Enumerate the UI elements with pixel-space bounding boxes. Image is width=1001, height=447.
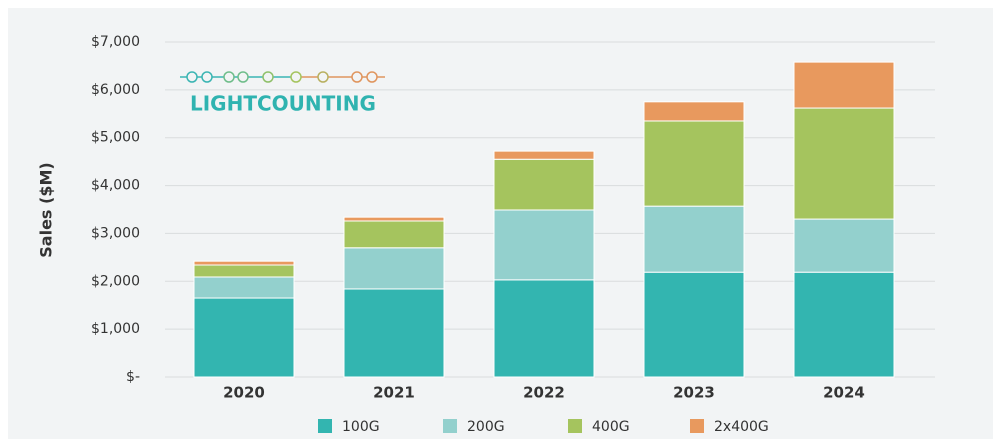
- bar-segment: [493, 209, 595, 281]
- legend-label: 100G: [342, 419, 380, 435]
- legend-swatch: [690, 419, 704, 433]
- bar-segment: [193, 276, 295, 299]
- x-tick-label: 2020: [223, 384, 265, 402]
- bar-segment: [493, 279, 595, 378]
- x-tick-label: 2024: [823, 384, 865, 402]
- bar-segment: [493, 158, 595, 211]
- bar-segment: [643, 271, 745, 378]
- legend-label: 400G: [592, 419, 630, 435]
- y-axis-label: Sales ($M): [37, 162, 56, 257]
- y-tick-label: $-: [126, 369, 140, 385]
- y-tick-label: $7,000: [91, 34, 140, 50]
- legend-swatch: [568, 419, 582, 433]
- x-tick-label: 2023: [673, 384, 715, 402]
- y-tick-label: $1,000: [91, 321, 140, 337]
- bar-segment: [793, 271, 895, 378]
- bar-segment: [643, 120, 745, 207]
- bar-segment: [193, 264, 295, 278]
- y-tick-label: $5,000: [91, 130, 140, 146]
- bar-segment: [643, 101, 745, 122]
- x-tick-label: 2021: [373, 384, 415, 402]
- bar-segment: [343, 216, 445, 222]
- y-tick-label: $4,000: [91, 178, 140, 194]
- bar-segment: [493, 150, 595, 160]
- legend-swatch: [443, 419, 457, 433]
- logo-graphic: [180, 71, 385, 83]
- bar-segment: [343, 247, 445, 290]
- y-tick-label: $2,000: [91, 273, 140, 289]
- logo-text: LIGHTCOUNTING: [190, 92, 376, 116]
- legend-label: 2x400G: [714, 419, 769, 435]
- bar-segment: [793, 218, 895, 273]
- y-tick-label: $6,000: [91, 82, 140, 98]
- y-tick-label: $3,000: [91, 225, 140, 241]
- legend-label: 200G: [467, 419, 505, 435]
- bar-segment: [643, 205, 745, 273]
- bar-segment: [343, 288, 445, 378]
- bar-segment: [793, 61, 895, 109]
- x-tick-label: 2022: [523, 384, 565, 402]
- bar-segment: [793, 107, 895, 220]
- legend-swatch: [318, 419, 332, 433]
- bar-segment: [193, 297, 295, 378]
- bar-segment: [193, 260, 295, 266]
- bar-segment: [343, 220, 445, 249]
